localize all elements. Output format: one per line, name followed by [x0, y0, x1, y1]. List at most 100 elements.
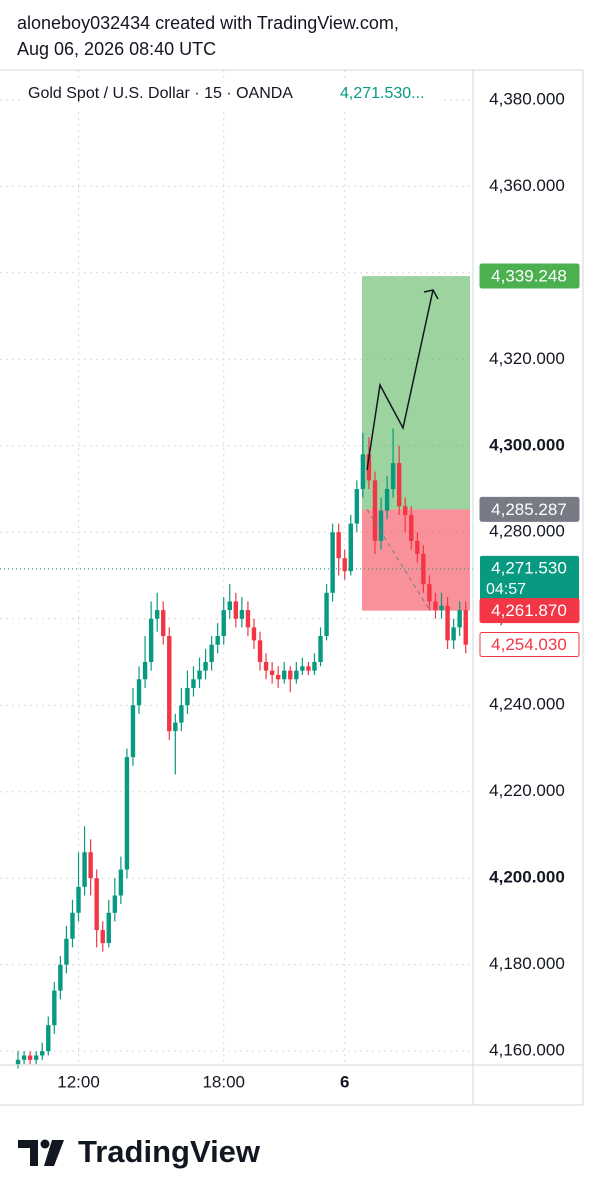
candle-body: [88, 852, 93, 879]
candle-body: [269, 670, 275, 675]
candle-body: [173, 722, 178, 732]
candle-body: [288, 670, 293, 680]
candle-body: [354, 489, 360, 524]
candle-body: [197, 670, 202, 680]
candle-body: [396, 463, 402, 507]
drawing-arrow: [366, 289, 434, 471]
candle-body: [245, 610, 251, 628]
target-zone: [362, 276, 470, 510]
candle-body: [215, 636, 220, 645]
candle-body: [445, 605, 450, 641]
y-tick-label: 4,280.000: [489, 522, 565, 541]
y-tick-label: 4,300.000: [489, 435, 565, 454]
candle-body: [390, 463, 396, 490]
candle-body: [185, 687, 190, 706]
candle-body: [300, 666, 305, 671]
logo-icon: [40, 1139, 50, 1149]
candle-body: [148, 618, 154, 662]
candle-body: [70, 912, 75, 939]
price-label-bg: [479, 263, 580, 289]
price-label: 4,285.287: [491, 500, 567, 519]
candle-body: [282, 670, 287, 680]
entry-dash: [366, 509, 431, 611]
candle-body: [263, 661, 269, 671]
candle-body: [161, 610, 166, 637]
logo-icon: [44, 1140, 64, 1166]
header-line: aloneboy032434 created with TradingView.…: [17, 13, 399, 33]
candle-body: [294, 670, 299, 680]
candle-body: [64, 938, 69, 965]
candle-body: [15, 1059, 21, 1065]
logo-icon: [18, 1140, 38, 1166]
x-tick-label: 18:00: [202, 1072, 245, 1091]
stop-zone: [362, 509, 470, 611]
candle-body: [306, 666, 311, 671]
candle-body: [142, 661, 148, 680]
legend-value: 4,271.530...: [340, 85, 425, 102]
candle-body: [46, 1025, 51, 1052]
candle-body: [372, 480, 378, 541]
candle-body: [233, 601, 239, 619]
price-label-bg: [480, 555, 579, 602]
candle-body: [463, 610, 468, 645]
legend-title: Gold Spot / U.S. Dollar · 15 · OANDA: [28, 85, 293, 102]
candle-body: [203, 661, 208, 671]
candle-body: [439, 605, 444, 611]
candle-body: [336, 532, 341, 559]
candle-body: [106, 912, 111, 944]
price-label-bg: [479, 632, 580, 658]
candle-body: [415, 540, 420, 554]
y-tick-label: 4,360.000: [489, 176, 565, 195]
candle-body: [348, 523, 353, 572]
candle-body: [130, 705, 136, 758]
candle-body: [433, 601, 438, 611]
candle-body: [275, 674, 281, 680]
x-tick-label: 12:00: [57, 1072, 100, 1091]
candle-body: [136, 679, 142, 706]
candle-body: [342, 558, 347, 572]
candle-body: [33, 1055, 39, 1060]
candle-body: [403, 506, 408, 515]
price-label: 4,261.870: [491, 601, 567, 620]
candle-body: [154, 610, 160, 619]
candle-body: [318, 636, 323, 662]
candle-body: [221, 610, 226, 637]
price-label: 4,339.248: [491, 267, 567, 286]
candle-body: [360, 454, 366, 490]
candle-body: [112, 895, 118, 913]
candle-body: [27, 1055, 33, 1060]
candle-body: [118, 869, 124, 896]
y-tick-label: 4,160.000: [489, 1041, 565, 1060]
header-line: Aug 06, 2026 08:40 UTC: [17, 39, 216, 59]
y-tick-label: 4,380.000: [489, 89, 565, 108]
y-tick-label: 4,200.000: [489, 868, 565, 887]
legend-bg: [20, 80, 440, 108]
x-tick-label: 6: [340, 1072, 349, 1091]
price-label-bg: [479, 598, 580, 624]
candle-body: [227, 601, 232, 611]
candle-body: [324, 592, 329, 637]
candle-body: [179, 705, 184, 723]
candle-body: [421, 553, 426, 585]
candle-body: [384, 489, 390, 511]
price-label-bg: [479, 496, 580, 522]
y-tick-label: 4,180.000: [489, 954, 565, 973]
candle-body: [58, 964, 63, 991]
y-tick-label: 4,220.000: [489, 781, 565, 800]
countdown: 04:57: [486, 581, 526, 598]
logo: TradingView: [18, 1134, 261, 1169]
candle-body: [100, 930, 105, 944]
candle-body: [312, 661, 317, 671]
candle-body: [330, 532, 335, 593]
candle-body: [167, 636, 172, 732]
logo-text: TradingView: [78, 1134, 261, 1169]
candle-body: [239, 610, 245, 619]
candle-body: [251, 627, 257, 641]
plot: [0, 70, 473, 1069]
y-tick-label: 4,240.000: [489, 695, 565, 714]
candle-body: [40, 1051, 45, 1056]
candle-body: [191, 679, 196, 688]
candle-body: [366, 454, 372, 481]
candle-body: [94, 878, 99, 931]
